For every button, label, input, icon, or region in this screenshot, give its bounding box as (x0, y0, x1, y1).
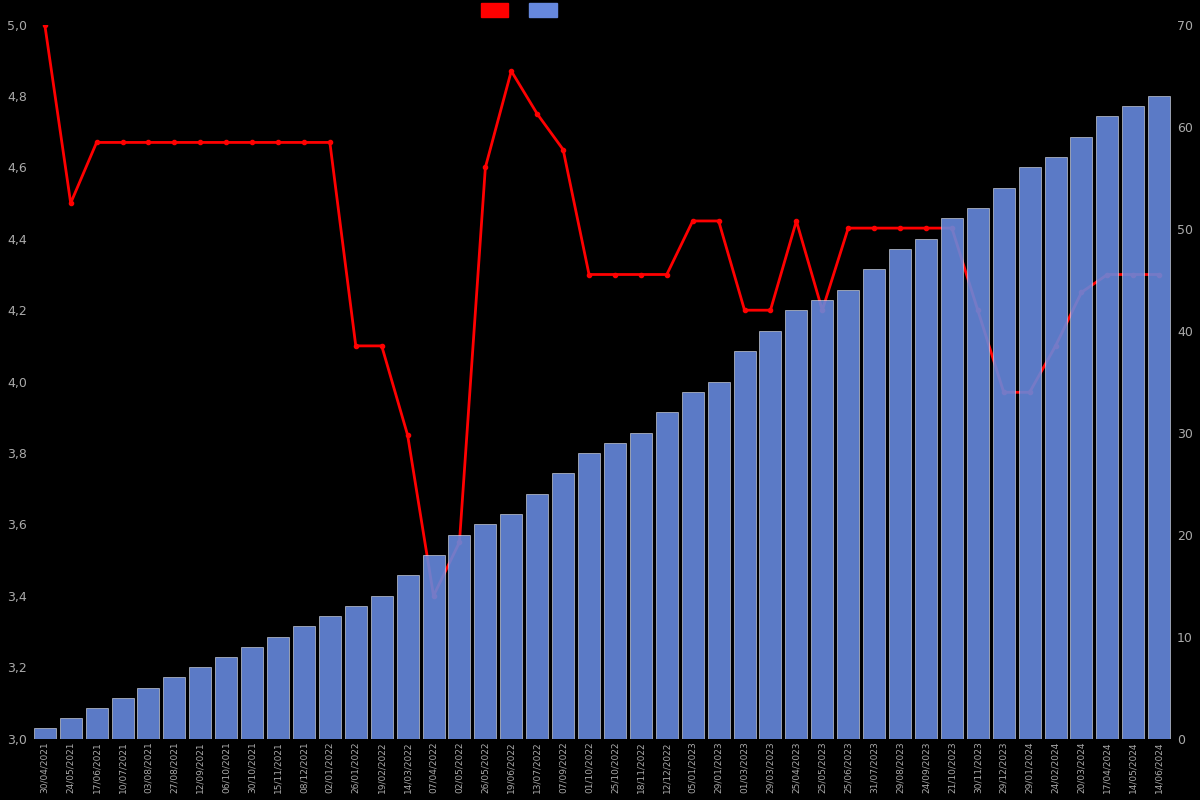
Bar (163, 678, 185, 738)
Bar (760, 330, 781, 738)
Bar (1019, 167, 1040, 738)
Bar (215, 657, 238, 738)
Bar (268, 637, 289, 738)
Bar (422, 555, 444, 738)
Bar (371, 596, 392, 738)
Bar (967, 208, 989, 738)
Bar (500, 514, 522, 738)
Bar (630, 433, 652, 738)
Bar (914, 239, 937, 738)
Bar (604, 442, 626, 738)
Bar (474, 524, 497, 738)
Bar (682, 392, 703, 738)
Bar (1044, 158, 1067, 738)
Bar (863, 270, 886, 738)
Bar (889, 249, 911, 738)
Bar (838, 290, 859, 738)
Bar (449, 534, 470, 738)
Bar (655, 412, 678, 738)
Bar (941, 218, 962, 738)
Bar (190, 667, 211, 738)
Bar (733, 351, 756, 738)
Bar (241, 646, 263, 738)
Bar (1070, 137, 1092, 738)
Bar (60, 718, 82, 738)
Bar (1097, 117, 1118, 738)
Bar (138, 687, 160, 738)
Bar (992, 188, 1015, 738)
Bar (578, 453, 600, 738)
Bar (785, 310, 808, 738)
Bar (34, 728, 55, 738)
Bar (526, 494, 548, 738)
Bar (85, 708, 108, 738)
Bar (1122, 106, 1145, 738)
Bar (397, 575, 419, 738)
Bar (1148, 96, 1170, 738)
Bar (552, 474, 574, 738)
Bar (344, 606, 367, 738)
Bar (112, 698, 133, 738)
Bar (319, 616, 341, 738)
Bar (708, 382, 730, 738)
Legend: , : , (480, 3, 564, 18)
Bar (811, 300, 833, 738)
Bar (293, 626, 314, 738)
